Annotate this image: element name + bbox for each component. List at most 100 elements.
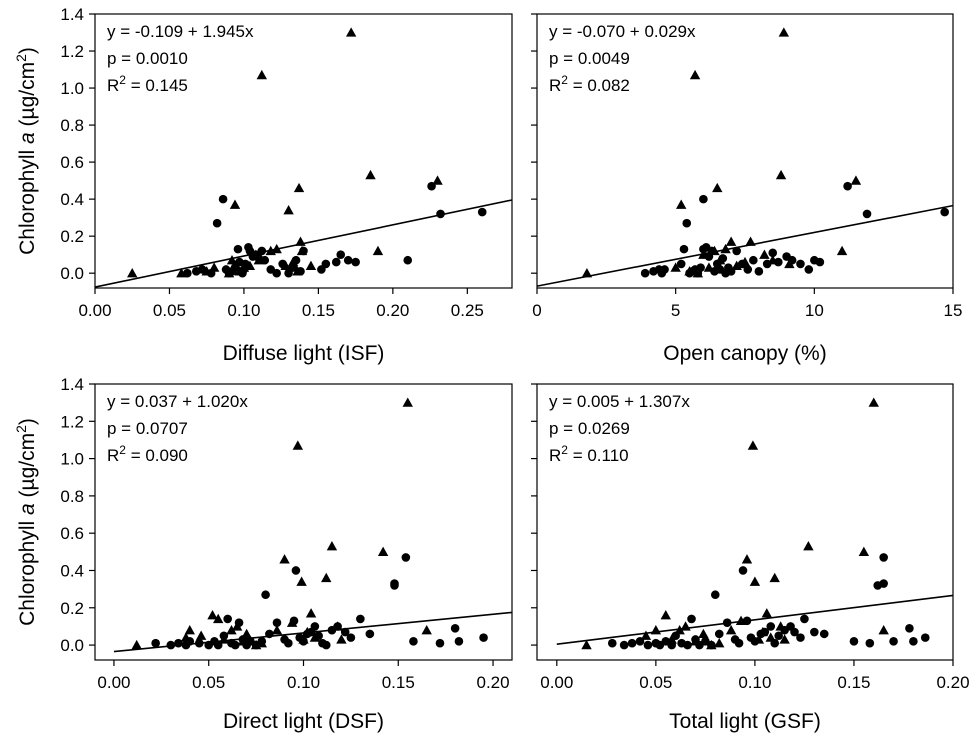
circle-point [265,629,274,639]
circle-point [194,638,204,648]
circle-point [261,590,270,600]
triangle-point [703,262,715,272]
circle-point [743,265,753,274]
triangle-point [292,440,304,450]
y-tick-label: 1.0 [60,450,84,469]
circle-point [879,579,888,588]
p-value: p = 0.0049 [549,49,630,68]
triangle-point [753,634,765,644]
triangle-point [286,617,298,627]
x-tick-label: 0.05 [153,301,186,320]
triangle-point [305,608,317,618]
triangle-point [293,182,305,193]
circle-point [331,257,341,267]
circle-point [862,209,872,219]
triangle-point [714,255,726,265]
x-axis-title: Diffuse light (ISF) [223,342,385,365]
triangle-point [332,621,343,631]
r-squared-prefix: R [549,76,561,95]
regression-equation: y = -0.070 + 0.029x [549,22,696,41]
circle-point [679,244,689,254]
triangle-point [759,249,770,259]
triangle-point [280,260,291,270]
circle-point [819,629,829,639]
circle-point [233,244,243,254]
triangle-point [218,634,230,644]
circle-point [754,267,764,276]
triangle-point [229,199,241,209]
x-tick-label: 0.20 [936,673,969,692]
triangle-point [767,255,778,265]
y-axis-title-part: ) [16,418,39,425]
circle-point [435,638,445,648]
x-tick-label: 0.10 [287,673,320,692]
circle-point [683,640,692,650]
x-axis-title: Direct light (DSF) [223,710,384,733]
circle-point [796,259,805,269]
circle-point [218,194,228,204]
triangle-point [680,621,691,631]
circle-point [774,631,783,641]
circle-point [351,257,360,267]
triangle-point [706,639,717,650]
circle-point [865,638,875,648]
triangle-point [878,624,889,635]
triangle-point [666,634,677,644]
circle-point [627,638,637,648]
x-axis-title: Total light (GSF) [669,710,821,733]
triangle-point [223,267,235,278]
triangle-point [778,27,790,37]
p-value: p = 0.0269 [549,419,630,438]
r-squared-sup: 2 [561,73,568,87]
panel-3: 0.00 0.05 0.10 0.15 0.20 0.0 0.2 0.4 0.6 0.8 1.0 1.… [13,375,513,733]
circle-point [749,255,758,265]
x-tick-label: 0.15 [382,673,415,692]
triangle-point [298,634,309,644]
y-tick-label: 0.8 [60,116,84,135]
triangle-point [690,636,701,646]
plot-frame [94,13,513,289]
triangle-point [309,632,321,642]
r-squared-sup: 2 [561,443,568,457]
r-squared-prefix: R [549,446,561,465]
triangle-point [836,245,848,256]
y-tick-label: 1.2 [60,412,84,431]
circle-point [477,207,487,217]
circle-point [336,250,346,259]
r-squared-value: = 0.090 [126,446,188,465]
x-tick-label: 0.15 [837,673,870,692]
triangle-point [402,397,413,407]
circle-point [346,633,356,642]
triangle-point [279,554,290,564]
triangle-point [858,546,870,556]
triangle-point [244,260,256,270]
y-axis-title-part: Chlorophyll [16,144,39,255]
circle-point [660,265,669,274]
triangle-point [231,621,243,631]
x-tick-label: 0.00 [97,673,130,692]
circle-point [682,218,692,228]
triangle-point [660,610,671,620]
circle-point [699,194,708,204]
y-tick-label: 0.4 [60,190,84,209]
circle-point [390,579,399,588]
panel-4: 0.00 0.05 0.10 0.15 0.20 Total light (GSF) y =… [531,383,970,733]
y-tick-label: 1.4 [60,5,84,24]
y-tick-label: 0.6 [60,153,84,172]
r-squared: R2 = 0.145 [107,73,188,95]
r-squared-prefix: R [107,76,119,95]
triangle-point [283,205,294,215]
triangle-point [201,266,212,276]
triangle-point [674,624,685,635]
triangle-point [725,624,737,635]
x-tick-label: 0.20 [376,301,409,320]
circle-point [321,640,331,650]
y-axis-title-part: a [16,132,39,144]
r-squared-value: = 0.110 [568,446,629,465]
y-tick-label: 0.2 [60,599,84,618]
r-squared: R2 = 0.110 [549,443,629,465]
circle-point [676,259,686,269]
triangle-point [765,632,776,642]
regression-equation: y = 0.005 + 1.307x [549,392,690,411]
circle-point [804,265,814,274]
